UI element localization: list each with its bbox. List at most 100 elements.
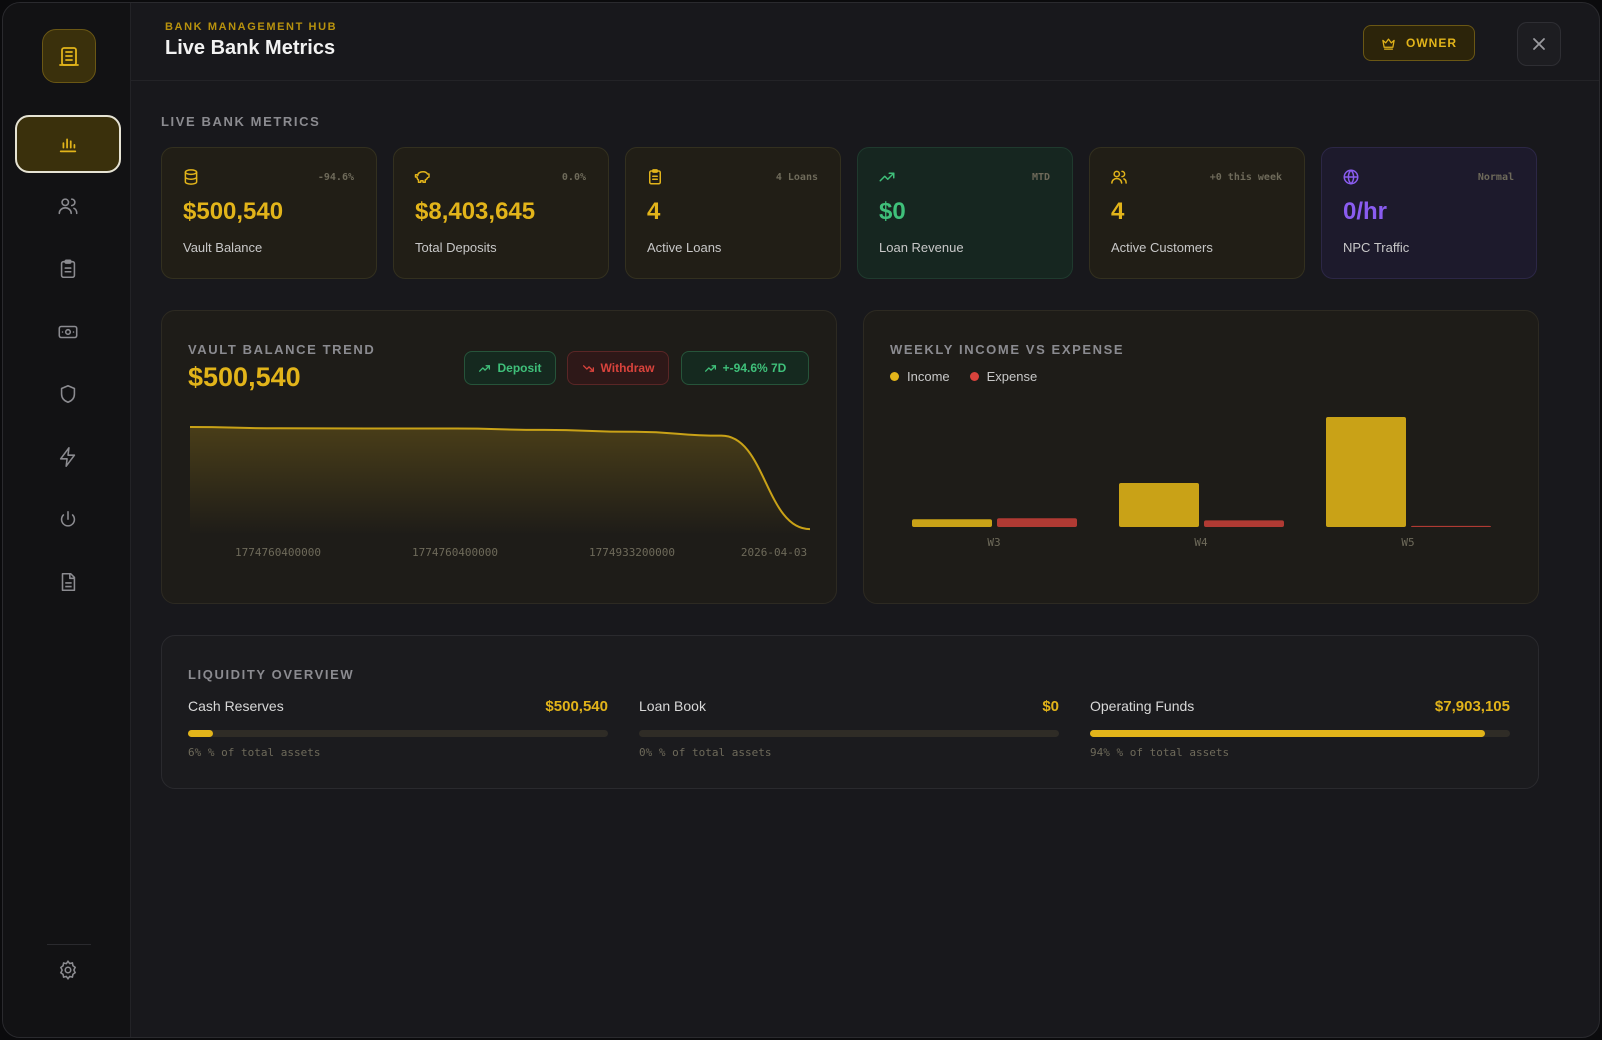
income-bar[interactable] [912,519,992,527]
x-tick-label: W4 [1194,536,1208,549]
income-bar[interactable] [1326,417,1406,527]
card-label: NPC Traffic [1343,240,1410,255]
sidebar-item-metrics[interactable] [15,115,121,173]
crown-icon [1382,38,1395,50]
liquidity-fill [1090,730,1485,737]
withdraw-button[interactable]: Withdraw [567,351,669,385]
card-label: Active Loans [647,240,722,255]
liquidity-fill [188,730,214,737]
vault-trend-panel: VAULT BALANCE TREND $500,540 Deposit Wit… [161,310,837,604]
owner-badge[interactable]: OWNER [1363,25,1475,61]
sidebar-item-security[interactable] [15,365,121,423]
liquidity-track [639,730,1059,737]
expense-bar[interactable] [997,518,1077,527]
card-total-deposits[interactable]: 0.0% $8,403,645 Total Deposits [393,147,609,279]
liquidity-name: Loan Book [639,698,706,714]
header: BANK MANAGEMENT HUB Live Bank Metrics OW… [131,3,1599,81]
x-tick-label: 1774760400000 [235,546,321,559]
change-badge: +-94.6% 7D [681,351,809,385]
clipboard-icon [60,259,76,279]
vault-trend-title: VAULT BALANCE TREND [188,342,376,357]
card-value: $8,403,645 [415,198,536,225]
liquidity-title: LIQUIDITY OVERVIEW [188,667,355,682]
sidebar-item-transactions[interactable] [15,303,121,361]
sidebar-item-customers[interactable] [15,177,121,235]
close-icon [1533,38,1545,50]
legend-income-label: Income [907,369,950,384]
card-vault-balance[interactable]: -94.6% $500,540 Vault Balance [161,147,377,279]
card-value: 4 [1111,198,1125,225]
card-badge: +0 this week [1209,172,1282,183]
close-button[interactable] [1517,22,1561,66]
trend-up-icon [879,172,895,182]
lightning-icon [59,447,76,467]
change-label: +-94.6% 7D [722,361,787,375]
trend-up-icon [479,364,491,372]
card-badge: 4 Loans [775,172,818,183]
card-active-customers[interactable]: +0 this week 4 Active Customers [1089,147,1305,279]
vault-area-line [189,426,811,531]
liquidity-amount: $7,903,105 [1434,698,1510,715]
card-value: $0 [879,198,906,225]
users-icon [58,198,78,215]
x-tick-label: 2026-04-03 [741,546,807,559]
sidebar [3,3,131,1037]
banknote-icon [58,325,78,339]
header-kicker: BANK MANAGEMENT HUB [165,21,338,33]
weekly-legend: Income Expense [890,369,1037,384]
withdraw-label: Withdraw [600,361,655,375]
liquidity-name: Cash Reserves [188,698,284,714]
income-bar[interactable] [1119,483,1199,527]
card-label: Vault Balance [183,240,263,255]
power-icon [60,510,76,527]
card-label: Total Deposits [415,240,497,255]
sidebar-item-loans[interactable] [15,240,121,298]
expense-bar[interactable] [1411,525,1491,527]
metric-cards: -94.6% $500,540 Vault Balance 0.0% $8,40… [161,147,1537,279]
bank-building-icon [59,47,79,66]
trend-down-icon [582,364,594,372]
card-value: 0/hr [1343,198,1388,225]
card-label: Active Customers [1111,240,1213,255]
x-tick-label: 1774760400000 [412,546,498,559]
section-label: LIVE BANK METRICS [161,114,321,129]
card-active-loans[interactable]: 4 Loans 4 Active Loans [625,147,841,279]
deposit-label: Deposit [497,361,542,375]
owner-label: OWNER [1406,36,1457,50]
users-icon [1111,170,1127,184]
weekly-bar-chart: W3 W4 W5 [912,417,1491,549]
liquidity-track [1090,730,1510,737]
liquidity-track [188,730,608,737]
card-value: 4 [647,198,661,225]
x-tick-label: 1774933200000 [589,546,675,559]
bar-chart-icon [59,138,77,153]
liquidity-amount: $500,540 [545,698,608,715]
clipboard-icon [649,169,661,185]
deposit-button[interactable]: Deposit [464,351,556,385]
trend-up-icon [704,364,716,372]
card-badge: -94.6% [317,172,354,183]
card-loan-revenue[interactable]: MTD $0 Loan Revenue [857,147,1073,279]
database-icon [184,169,198,185]
liquidity-pct: 94% % of total assets [1090,746,1230,759]
liquidity-panel: LIQUIDITY OVERVIEW Cash Reserves $500,54… [161,635,1539,789]
vault-area-chart: 1774760400000 1774760400000 1774933200000 2… [189,426,811,559]
gear-icon [59,959,77,981]
legend-expense-label: Expense [986,369,1038,384]
card-npc-traffic[interactable]: Normal 0/hr NPC Traffic [1321,147,1537,279]
liquidity-pct: 6% % of total assets [188,746,321,759]
sidebar-item-power[interactable] [15,491,121,549]
bank-logo[interactable] [42,29,96,83]
legend-income: Income [890,369,950,384]
weekly-panel: WEEKLY INCOME VS EXPENSE Income Expense … [863,310,1539,604]
sidebar-item-settings[interactable] [15,941,121,999]
vault-area-fill [190,427,810,535]
sidebar-item-automation[interactable] [15,428,121,486]
card-badge: 0.0% [561,172,586,183]
expense-bar[interactable] [1204,520,1284,527]
sidebar-item-reports[interactable] [15,553,121,611]
card-badge: MTD [1031,172,1050,183]
liquidity-pct: 0% % of total assets [639,746,772,759]
income-dot [890,372,899,381]
